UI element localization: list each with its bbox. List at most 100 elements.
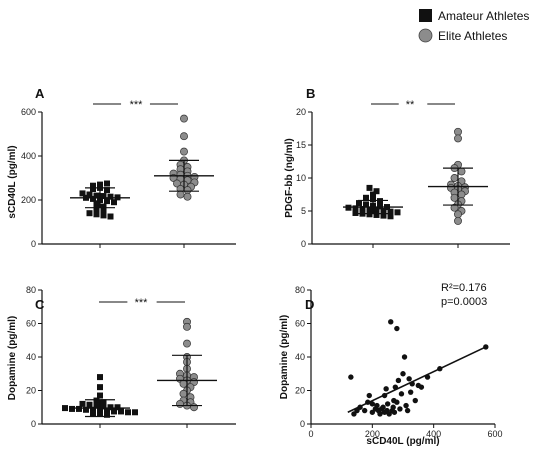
data-point-amateur	[118, 408, 124, 415]
scatter-point	[383, 386, 389, 392]
y-axis-label-b: PDGF-bb (ng/ml)	[284, 138, 295, 217]
data-point-amateur	[373, 207, 380, 214]
data-point-elite	[454, 134, 462, 143]
data-point-amateur	[93, 192, 100, 199]
data-point-amateur	[97, 384, 103, 391]
panel-a: A sCD40L (pg/ml) *** 0 200 400 600	[7, 86, 236, 249]
scatter-point	[406, 376, 412, 382]
y-tick-label-a: 400	[21, 151, 36, 161]
scatter-point	[390, 404, 396, 410]
y-tick-label-c: 80	[26, 285, 36, 295]
scatter-point	[374, 402, 380, 409]
legend-label-amateur: Amateur Athletes	[438, 9, 529, 23]
data-point-amateur	[387, 213, 394, 220]
data-point-elite	[180, 132, 188, 141]
data-point-amateur	[377, 198, 383, 205]
data-point-amateur	[86, 191, 93, 198]
scatter-point	[388, 319, 394, 325]
data-point-amateur	[380, 212, 387, 219]
significance-b: **	[406, 99, 415, 111]
scatter-point	[407, 389, 414, 395]
data-point-amateur	[90, 186, 96, 192]
r-squared-annotation: R²=0.176	[441, 282, 487, 294]
data-point-amateur	[107, 193, 114, 200]
y-tick-label-b: 5	[301, 206, 306, 216]
data-point-amateur	[104, 180, 110, 187]
panel-c: C Dopamine (pg/ml) *** 0 20 40 60 80	[7, 285, 236, 429]
data-point-amateur	[104, 407, 110, 414]
scatter-point	[395, 377, 402, 384]
x-axis-label-d: sCD40L (pg/ml)	[366, 436, 439, 447]
y-tick-label-d: 20	[295, 386, 305, 396]
panel-letter-a: A	[35, 86, 45, 101]
data-point-amateur	[352, 209, 359, 216]
data-point-amateur	[100, 212, 107, 219]
data-point-amateur	[90, 410, 96, 417]
scatter-point	[398, 391, 405, 397]
panel-d: D Dopamine (pg/ml) sCD40L (pg/ml) R²=0.1…	[279, 282, 503, 447]
data-point-amateur	[370, 196, 376, 203]
data-point-amateur	[93, 200, 100, 207]
data-point-elite	[179, 379, 188, 388]
x-tick-label-d: 200	[365, 429, 380, 439]
data-point-amateur	[125, 409, 131, 416]
panel-letter-b: B	[306, 86, 315, 101]
data-point-elite	[179, 389, 188, 398]
x-tick-label-d: 400	[426, 429, 441, 439]
panel-letter-d: D	[305, 297, 314, 312]
scatter-point	[412, 397, 418, 404]
data-point-elite	[454, 127, 462, 136]
y-tick-label-b: 15	[296, 140, 306, 150]
data-point-amateur	[97, 392, 103, 399]
data-point-amateur	[62, 405, 68, 412]
data-point-amateur	[352, 205, 359, 212]
legend-marker-elite	[418, 28, 433, 43]
y-tick-label-d: 0	[300, 419, 305, 429]
y-axis-label-a: sCD40L (pg/ml)	[7, 145, 18, 218]
y-tick-label-c: 20	[26, 386, 36, 396]
data-point-amateur	[359, 206, 366, 213]
y-tick-label-b: 10	[296, 173, 306, 183]
x-tick-label-d: 0	[308, 429, 313, 439]
legend-marker-amateur	[419, 9, 432, 22]
data-point-amateur	[97, 374, 103, 381]
legend: Amateur Athletes Elite Athletes	[418, 9, 529, 43]
data-point-amateur	[93, 402, 100, 409]
data-point-amateur	[111, 408, 117, 415]
y-tick-label-d: 60	[295, 319, 305, 329]
data-point-amateur	[356, 200, 362, 207]
data-point-elite	[457, 167, 466, 176]
scatter-point	[377, 411, 383, 417]
data-point-elite	[176, 399, 184, 408]
scatter-point	[394, 399, 400, 405]
data-point-elite	[457, 190, 466, 199]
y-axis-label-c: Dopamine (pg/ml)	[7, 316, 18, 400]
data-point-amateur	[366, 184, 373, 191]
panel-letter-c: C	[35, 297, 45, 312]
data-point-amateur	[370, 191, 376, 198]
p-value-annotation: p=0.0003	[441, 296, 487, 308]
data-point-amateur	[363, 194, 369, 201]
data-point-elite	[183, 192, 192, 201]
scatter-point	[380, 404, 386, 410]
data-point-amateur	[100, 208, 107, 214]
data-point-amateur	[93, 205, 100, 212]
data-point-amateur	[79, 190, 86, 197]
data-point-amateur	[93, 397, 100, 404]
scatter-point	[418, 384, 425, 390]
scatter-point	[394, 325, 400, 332]
y-tick-label-a: 0	[31, 239, 36, 249]
data-point-amateur	[104, 198, 110, 205]
x-tick-label-d: 600	[487, 429, 502, 439]
data-point-amateur	[380, 208, 387, 214]
data-point-amateur	[90, 195, 96, 202]
data-point-amateur	[86, 210, 93, 217]
data-point-amateur	[132, 409, 138, 416]
data-point-elite	[180, 147, 188, 156]
significance-a: ***	[130, 99, 144, 111]
data-point-amateur	[93, 211, 100, 218]
scatter-point	[361, 407, 368, 414]
data-point-amateur	[86, 401, 93, 408]
scatter-point	[348, 374, 354, 380]
data-point-amateur	[69, 405, 75, 412]
